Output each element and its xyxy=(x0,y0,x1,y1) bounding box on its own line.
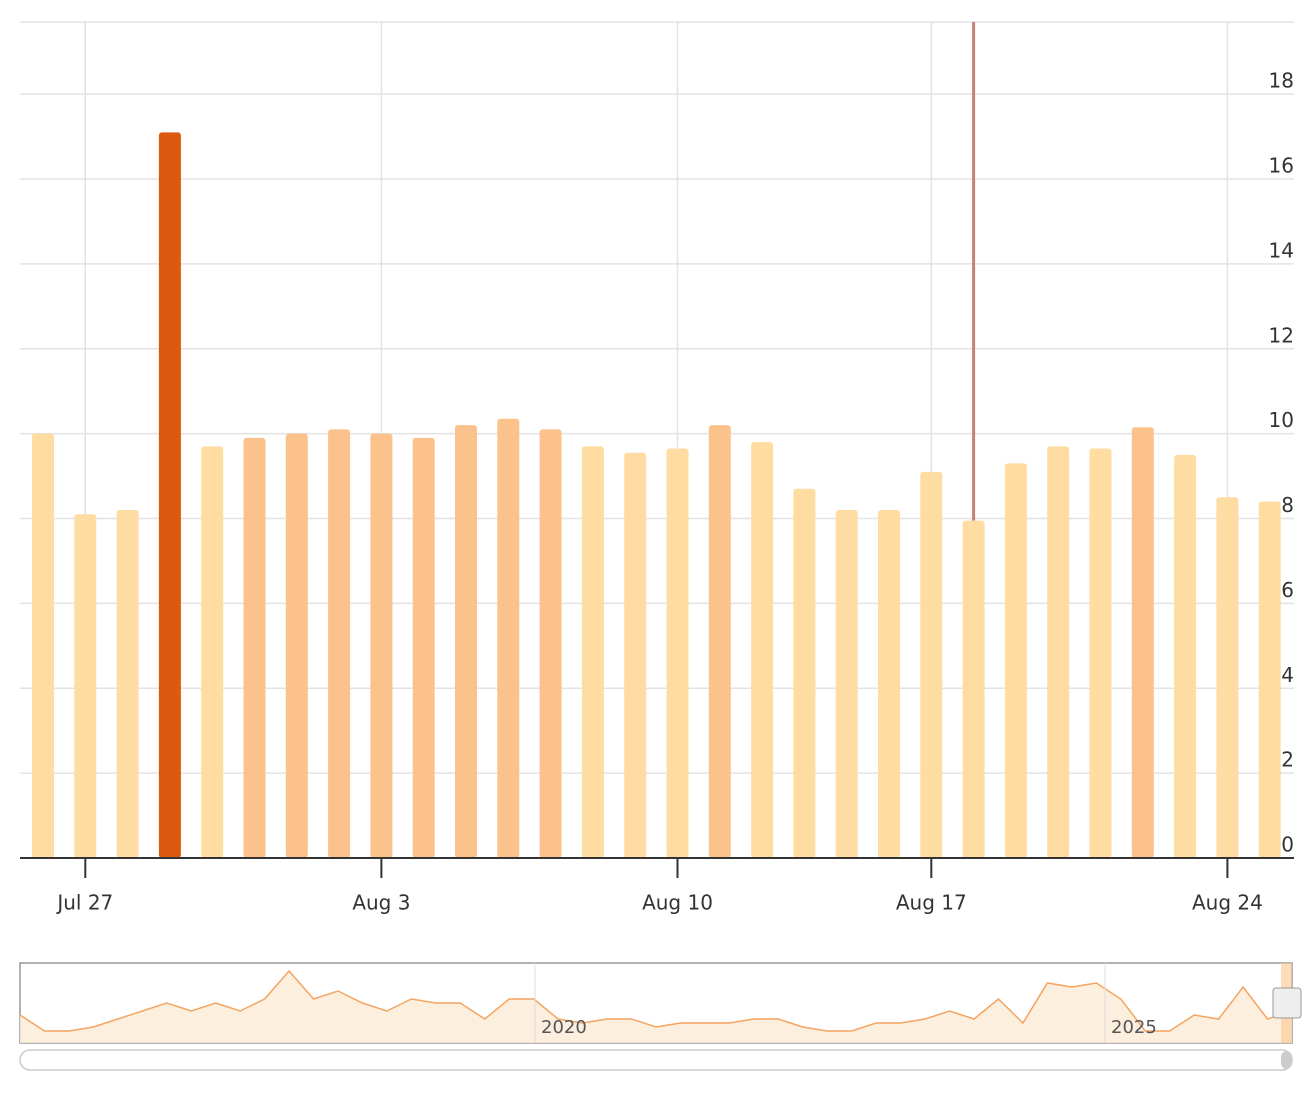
bar xyxy=(835,510,858,858)
bar xyxy=(1131,427,1154,858)
bar xyxy=(708,425,731,858)
x-tick-label: Aug 24 xyxy=(1192,891,1263,915)
bar xyxy=(1089,448,1112,858)
y-tick-label: 12 xyxy=(1269,323,1294,347)
bar xyxy=(243,437,266,858)
bar xyxy=(285,433,308,858)
y-tick-label: 18 xyxy=(1269,69,1294,93)
x-tick-label: Aug 3 xyxy=(352,891,410,915)
x-tick-label: Aug 17 xyxy=(896,891,967,915)
bar xyxy=(74,514,97,858)
bar xyxy=(878,510,900,858)
bar xyxy=(328,429,351,858)
x-tick-label: Jul 27 xyxy=(55,891,113,915)
bar xyxy=(666,448,689,858)
navigator-line xyxy=(19,969,1293,1032)
bar xyxy=(201,446,224,858)
bar xyxy=(751,442,774,858)
bar xyxy=(497,418,520,858)
y-tick-label: 8 xyxy=(1281,493,1294,517)
bar xyxy=(1047,446,1070,858)
y-tick-label: 2 xyxy=(1281,748,1294,772)
bar xyxy=(1004,463,1027,858)
bar xyxy=(920,471,943,858)
scrollbar[interactable] xyxy=(19,1049,1293,1071)
navigator-label: 2020 xyxy=(541,1017,587,1038)
y-tick-label: 6 xyxy=(1281,578,1294,602)
y-tick-label: 0 xyxy=(1281,833,1294,857)
bar xyxy=(581,446,604,858)
navigator-area xyxy=(20,971,1292,1043)
bar xyxy=(116,510,139,858)
bar xyxy=(1258,501,1281,858)
bar xyxy=(624,452,647,858)
navigator-label: 2025 xyxy=(1111,1017,1157,1038)
bar xyxy=(1174,454,1197,858)
bar xyxy=(370,433,393,858)
bar xyxy=(455,425,477,858)
bar xyxy=(1216,497,1239,858)
x-tick-label: Aug 10 xyxy=(642,891,713,915)
y-tick-label: 14 xyxy=(1269,238,1294,262)
bar xyxy=(962,520,985,858)
bar xyxy=(32,433,54,858)
bar xyxy=(793,488,816,858)
y-tick-label: 4 xyxy=(1281,663,1294,687)
y-tick-label: 16 xyxy=(1269,154,1294,178)
bar xyxy=(158,132,181,858)
bar xyxy=(412,437,435,858)
scrollbar-thumb[interactable] xyxy=(1281,1051,1292,1069)
navigator-handle[interactable] xyxy=(1272,987,1302,1019)
y-tick-label: 10 xyxy=(1269,408,1294,432)
bar xyxy=(539,429,562,858)
